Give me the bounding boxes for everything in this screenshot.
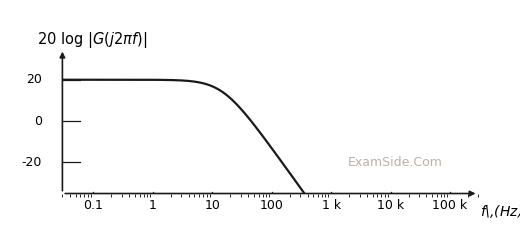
Text: -20: -20 [21, 156, 42, 169]
Text: 20: 20 [26, 73, 42, 86]
Text: 100: 100 [260, 199, 284, 212]
Text: 0.1: 0.1 [84, 199, 103, 212]
Text: 10 k: 10 k [377, 199, 404, 212]
Text: 20 log $|G(j2\pi f)|$: 20 log $|G(j2\pi f)|$ [37, 30, 148, 50]
Text: 100 k: 100 k [433, 199, 467, 212]
Text: ExamSide.Com: ExamSide.Com [348, 156, 443, 169]
Text: 1: 1 [149, 199, 157, 212]
Text: 1 k: 1 k [322, 199, 341, 212]
Text: 0: 0 [34, 115, 42, 128]
Text: 10: 10 [204, 199, 220, 212]
Text: $f$\,(Hz): $f$\,(Hz) [479, 203, 520, 220]
